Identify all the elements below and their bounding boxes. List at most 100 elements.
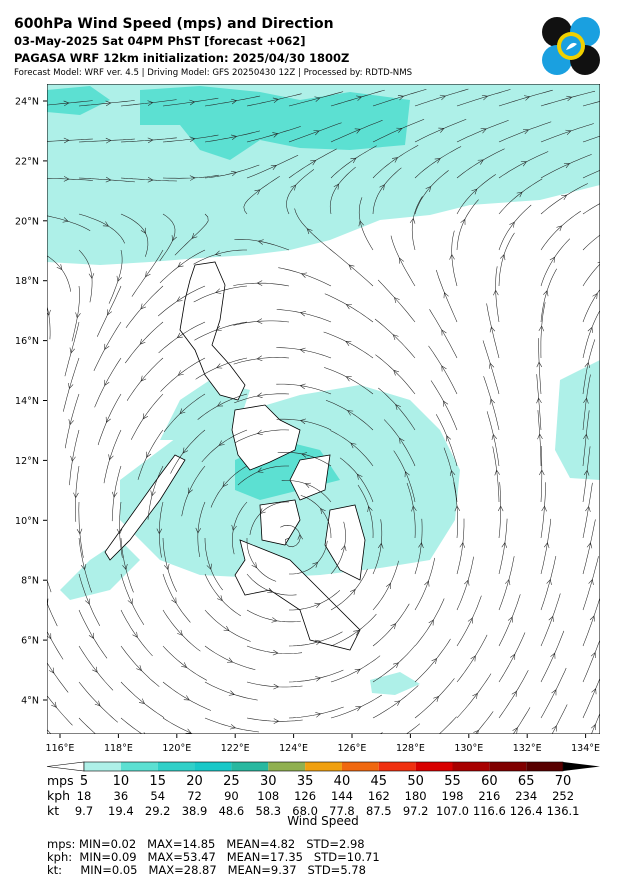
stream-arrow <box>608 131 614 136</box>
streamline <box>276 383 332 395</box>
stream-arrow <box>177 261 184 268</box>
kph-label: 72 <box>187 789 202 803</box>
streamline <box>108 249 123 304</box>
streamline <box>483 376 500 431</box>
streamline <box>456 148 505 179</box>
streamline <box>163 393 206 432</box>
streamline <box>47 602 58 627</box>
stream-arrow <box>229 724 236 730</box>
stream-arrow <box>315 676 322 682</box>
kph-label: 198 <box>442 789 464 803</box>
streamline <box>591 712 600 734</box>
streamline <box>456 174 496 215</box>
colorbar-segment <box>452 762 490 771</box>
stream-arrow <box>122 564 128 571</box>
streamline <box>174 213 209 256</box>
streamline <box>325 400 374 431</box>
stream-arrow <box>56 264 63 271</box>
streamline <box>276 418 332 431</box>
streamline <box>64 393 80 449</box>
stream-arrow <box>524 95 531 101</box>
stream-arrow <box>179 408 186 415</box>
stream-arrow <box>75 312 81 319</box>
stream-arrow <box>390 623 397 630</box>
streamline <box>390 235 416 287</box>
stream-arrow <box>306 228 313 235</box>
stream-arrow <box>156 528 163 535</box>
stream-arrow <box>477 159 484 165</box>
streamline <box>197 393 248 420</box>
streamline <box>47 695 73 726</box>
streamline <box>482 340 500 395</box>
kph-label: 108 <box>257 789 279 803</box>
stream-arrow <box>541 505 547 512</box>
stream-arrow <box>37 349 42 354</box>
kph-label: 90 <box>224 789 239 803</box>
lon-label: 124°E <box>279 743 308 754</box>
streamline <box>69 429 80 486</box>
streamline <box>323 331 374 359</box>
streamline <box>582 446 591 503</box>
stream-arrow <box>345 376 352 382</box>
stream-arrow <box>223 625 230 632</box>
streamline <box>540 210 581 251</box>
streamline <box>195 357 248 380</box>
streamline <box>415 57 469 70</box>
stream-arrow <box>217 595 223 602</box>
stream-arrow <box>177 370 184 376</box>
streamline <box>300 495 332 539</box>
stream-arrow <box>300 272 308 278</box>
streamline <box>96 285 122 337</box>
colorbar-segment <box>268 762 306 771</box>
kt-label: 58.3 <box>255 804 281 818</box>
stream-arrow <box>536 361 543 368</box>
streamline <box>540 445 543 503</box>
streamline <box>582 101 600 107</box>
streamline <box>78 138 135 143</box>
kph-label: 162 <box>368 789 390 803</box>
stream-arrow <box>460 218 466 225</box>
stream-arrow <box>433 696 440 702</box>
stream-arrow <box>105 176 112 183</box>
kph-label: 126 <box>294 789 316 803</box>
stream-arrow <box>104 343 110 351</box>
stream-arrow <box>94 700 101 707</box>
streamline <box>204 164 260 179</box>
kt-label: 29.2 <box>145 804 171 818</box>
stream-arrow <box>404 471 410 478</box>
streamline <box>162 717 194 734</box>
stream-arrow <box>254 189 261 195</box>
streamline <box>37 322 40 378</box>
streamline <box>63 357 80 412</box>
stream-arrow <box>399 61 404 66</box>
stream-arrow <box>270 164 277 170</box>
streamline <box>540 630 565 683</box>
streamline <box>78 249 93 303</box>
stream-arrow <box>585 505 591 512</box>
streamline <box>75 465 80 522</box>
stream-arrow <box>467 617 473 624</box>
streamline <box>372 118 425 143</box>
streamline <box>120 537 134 593</box>
streamline <box>246 609 301 623</box>
streamline <box>538 338 542 395</box>
streamline <box>47 305 51 340</box>
stream-arrow <box>480 128 487 134</box>
stream-arrow <box>48 667 55 674</box>
streamline <box>47 177 93 181</box>
streamline <box>540 556 557 611</box>
stream-arrow <box>88 273 95 280</box>
kt-label: 19.4 <box>108 804 134 818</box>
logo <box>542 17 600 75</box>
stream-arrow <box>510 653 516 660</box>
stream-arrow <box>273 718 280 724</box>
streamline <box>540 268 557 323</box>
stream-arrow <box>51 701 57 708</box>
streamline <box>124 321 164 364</box>
lat-label: 24°N <box>15 97 39 108</box>
stream-arrow <box>107 309 113 316</box>
streamline <box>246 681 303 688</box>
lat-label: 12°N <box>15 456 39 467</box>
kt-label: 87.5 <box>366 804 392 818</box>
stream-arrow <box>350 442 357 449</box>
